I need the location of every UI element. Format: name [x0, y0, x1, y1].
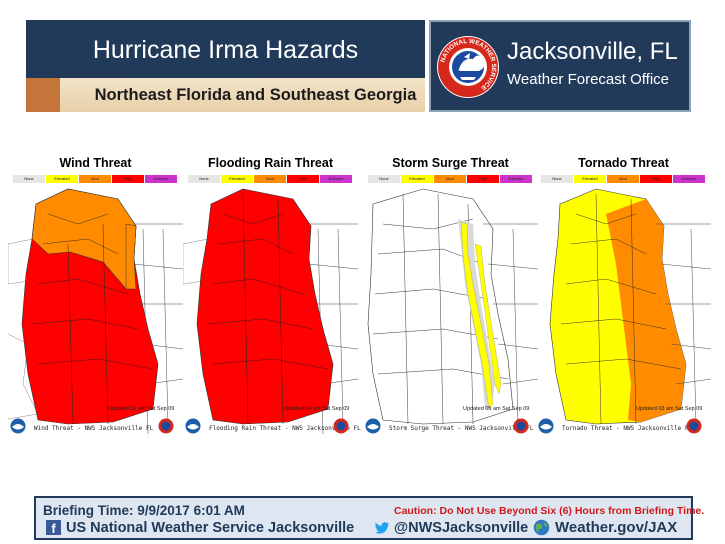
- panel-footer: Tornado Threat - NWS Jacksonville FL: [562, 425, 693, 432]
- subtitle-banner: Northeast Florida and Southeast Georgia: [26, 78, 425, 112]
- legend-extreme: Extreme: [145, 175, 178, 183]
- legend-mod: Mod: [254, 175, 287, 183]
- legend-high: High: [112, 175, 145, 183]
- legend-elevated: Elevated: [221, 175, 254, 183]
- noaa-seal-icon: [10, 418, 26, 434]
- legend-extreme: Extreme: [320, 175, 353, 183]
- legend-high: High: [640, 175, 673, 183]
- twitter-icon[interactable]: [374, 520, 390, 536]
- nws-seal-icon: [686, 418, 702, 434]
- legend-none: None: [188, 175, 221, 183]
- subtitle-accent: [26, 78, 60, 112]
- briefing-footer: Briefing Time: 9/9/2017 6:01 AM Caution:…: [34, 496, 704, 540]
- legend-mod: Mod: [79, 175, 112, 183]
- storm-surge-threat-panel: Storm Surge Threat None Elevated Mod Hig…: [363, 156, 538, 441]
- globe-icon[interactable]: [533, 519, 550, 536]
- facebook-icon[interactable]: f: [46, 520, 61, 536]
- threat-legend: None Elevated Mod High Extreme: [368, 175, 533, 183]
- tornado-threat-panel: Tornado Threat None Elevated Mod High Ex…: [536, 156, 711, 441]
- noaa-seal-icon: [185, 418, 201, 434]
- legend-elevated: Elevated: [401, 175, 434, 183]
- nws-seal-icon: [333, 418, 349, 434]
- legend-high: High: [287, 175, 320, 183]
- flooding-rain-threat-panel: Flooding Rain Threat None Elevated Mod H…: [183, 156, 361, 441]
- legend-mod: Mod: [607, 175, 640, 183]
- legend-extreme: Extreme: [500, 175, 533, 183]
- issued-time: Updated 05 am Sat Sep 09: [463, 406, 530, 412]
- tornado-threat-map: [549, 188, 711, 425]
- storm-surge-threat-map: [367, 188, 538, 425]
- office-banner: NATIONAL WEATHER SERVICE Jacksonville, F…: [429, 20, 691, 112]
- legend-mod: Mod: [434, 175, 467, 183]
- twitter-link[interactable]: @NWSJacksonville: [394, 520, 529, 536]
- page-title: Hurricane Irma Hazards: [92, 36, 359, 64]
- panel-footer: Storm Surge Threat - NWS Jacksonville FL: [389, 425, 534, 432]
- office-name: Jacksonville, FL: [507, 38, 678, 65]
- caution-text: Caution: Do Not Use Beyond Six (6) Hours…: [394, 505, 705, 517]
- issued-time: Updated 02 am Sat Sep 09: [108, 406, 175, 412]
- title-banner: Hurricane Irma Hazards: [26, 20, 425, 80]
- nws-seal-icon: [513, 418, 529, 434]
- issued-time: Updated 03 am Sat Sep 09: [636, 406, 703, 412]
- nws-logo-icon: NATIONAL WEATHER SERVICE: [437, 36, 499, 98]
- panel-title: Flooding Rain Threat: [208, 156, 333, 170]
- website-link[interactable]: Weather.gov/JAX: [555, 519, 678, 536]
- legend-extreme: Extreme: [673, 175, 706, 183]
- facebook-link[interactable]: US National Weather Service Jacksonville: [66, 520, 355, 536]
- panel-footer: Flooding Rain Threat - NWS Jacksonville …: [209, 425, 361, 432]
- nws-seal-icon: [158, 418, 174, 434]
- noaa-seal-icon: [365, 418, 381, 434]
- panel-title: Wind Threat: [59, 156, 132, 170]
- briefing-time: Briefing Time: 9/9/2017 6:01 AM: [43, 503, 245, 518]
- legend-high: High: [467, 175, 500, 183]
- threat-legend: None Elevated Mod High Extreme: [13, 175, 178, 183]
- wind-threat-panel: Wind Threat None Elevated Mod High Extre…: [8, 156, 183, 441]
- legend-elevated: Elevated: [574, 175, 607, 183]
- legend-none: None: [541, 175, 574, 183]
- panel-footer: Wind Threat - NWS Jacksonville FL: [34, 425, 154, 432]
- issued-time: Updated 04 am Sat Sep 09: [283, 406, 350, 412]
- legend-none: None: [13, 175, 46, 183]
- panel-title: Storm Surge Threat: [392, 156, 509, 170]
- page-subtitle: Northeast Florida and Southeast Georgia: [94, 86, 417, 104]
- flooding-rain-threat-map: [183, 188, 358, 434]
- noaa-seal-icon: [538, 418, 554, 434]
- office-subtitle: Weather Forecast Office: [507, 71, 670, 88]
- legend-none: None: [368, 175, 401, 183]
- panel-title: Tornado Threat: [578, 156, 669, 170]
- wind-threat-map: [8, 188, 183, 434]
- threat-legend: None Elevated Mod High Extreme: [541, 175, 706, 183]
- threat-legend: None Elevated Mod High Extreme: [188, 175, 353, 183]
- legend-elevated: Elevated: [46, 175, 79, 183]
